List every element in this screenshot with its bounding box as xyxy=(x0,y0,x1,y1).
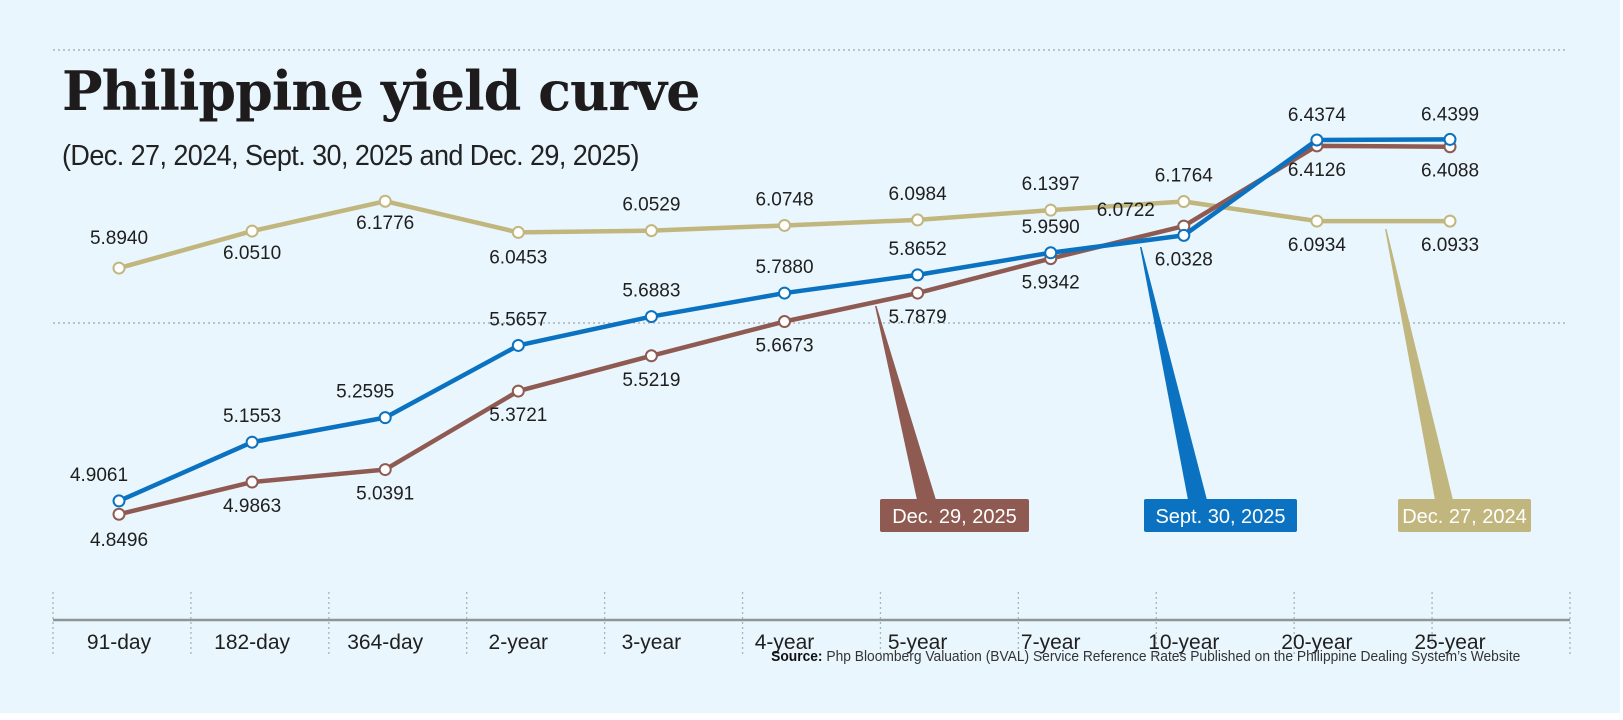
x-tick-label: 7-year xyxy=(1021,631,1081,654)
data-label: 6.4374 xyxy=(1288,105,1347,126)
data-label: 6.0453 xyxy=(489,247,547,268)
data-label: 6.4088 xyxy=(1421,161,1479,182)
data-point xyxy=(1443,214,1457,228)
series-dec-27-2024 xyxy=(112,194,1457,275)
data-point xyxy=(511,338,525,352)
chart-subtitle: (Dec. 27, 2024, Sept. 30, 2025 and Dec. … xyxy=(62,140,639,172)
data-label: 6.1397 xyxy=(1022,174,1080,195)
data-point xyxy=(112,494,126,508)
data-point xyxy=(245,435,259,449)
data-label: 6.0984 xyxy=(889,184,948,205)
data-label: 4.9061 xyxy=(70,465,128,486)
data-label: 4.9863 xyxy=(223,496,281,517)
data-label: 5.8940 xyxy=(90,228,148,249)
callout-label: Dec. 27, 2024 xyxy=(1402,506,1527,528)
legend-callout: Sept. 30, 2025 xyxy=(1140,247,1297,532)
source-note: Source: Php Bloomberg Valuation (BVAL) S… xyxy=(771,648,1520,665)
data-label: 6.1776 xyxy=(356,213,414,234)
data-label: 5.9342 xyxy=(1022,273,1080,294)
data-label: 6.4126 xyxy=(1288,160,1346,181)
data-point xyxy=(378,463,392,477)
series-sept-30-2025 xyxy=(112,132,1457,508)
data-label: 6.0510 xyxy=(223,243,281,264)
data-label: 5.7879 xyxy=(889,307,947,328)
data-label: 6.0529 xyxy=(622,195,680,216)
data-label: 6.0934 xyxy=(1288,235,1347,256)
x-tick-label: 10-year xyxy=(1148,631,1219,654)
data-label: 5.8652 xyxy=(889,239,947,260)
legend-callout: Dec. 29, 2025 xyxy=(875,306,1029,532)
data-point xyxy=(1443,132,1457,146)
data-point xyxy=(378,411,392,425)
data-point xyxy=(911,268,925,282)
data-labels: 5.8940 6.0510 6.1776 6.0453 6.0529 6.0748 6.09… xyxy=(70,104,1479,551)
data-point xyxy=(778,218,791,232)
data-point xyxy=(1044,246,1058,260)
data-label: 5.5657 xyxy=(489,309,547,330)
data-point xyxy=(1044,203,1058,217)
data-point xyxy=(778,286,791,300)
legend-callout: Dec. 27, 2024 xyxy=(1385,229,1531,532)
data-point xyxy=(644,310,658,324)
grid-layer xyxy=(53,49,1568,324)
data-point xyxy=(112,507,126,521)
x-tick-label: 2-year xyxy=(489,631,549,654)
data-point xyxy=(1177,195,1191,209)
x-tick-label: 20-year xyxy=(1281,631,1352,654)
data-label: 5.5219 xyxy=(622,370,680,391)
x-tick-label: 364-day xyxy=(347,631,423,654)
data-point xyxy=(245,224,259,238)
data-point xyxy=(511,384,525,398)
data-label: 5.9590 xyxy=(1022,217,1080,238)
data-point xyxy=(511,225,525,239)
data-point xyxy=(378,194,392,208)
data-point xyxy=(112,261,126,275)
x-tick-label: 91-day xyxy=(87,631,152,654)
data-label: 5.3721 xyxy=(489,405,547,426)
data-label: 6.0328 xyxy=(1155,249,1213,270)
source-label: Source: xyxy=(770,648,823,665)
x-tick-label: 5-year xyxy=(888,631,948,654)
callout-label: Sept. 30, 2025 xyxy=(1155,506,1285,528)
x-axis: 91-day 182-day 364-day 2-year 3-year 4-year 5-… xyxy=(52,592,1571,657)
data-label: 6.0748 xyxy=(755,189,813,210)
data-label: 6.0722 xyxy=(1097,200,1155,221)
callout-pointer xyxy=(1385,229,1453,500)
data-label: 6.1764 xyxy=(1155,166,1214,187)
data-point xyxy=(644,224,658,238)
legend-callouts: Dec. 29, 2025 Sept. 30, 2025 Dec. 27, 2024 xyxy=(875,229,1531,532)
data-label: 4.8496 xyxy=(90,530,148,551)
callout-box xyxy=(1144,499,1297,532)
callout-pointer xyxy=(1140,247,1207,500)
data-label: 5.6883 xyxy=(622,281,680,302)
data-label: 5.1553 xyxy=(223,406,281,427)
chart-title: Philippine yield curve xyxy=(62,59,700,123)
source-text: Php Bloomberg Valuation (BVAL) Service R… xyxy=(826,648,1520,665)
series-layer xyxy=(112,132,1457,521)
data-point xyxy=(644,349,658,363)
data-label: 5.7880 xyxy=(755,257,813,278)
data-label: 5.0391 xyxy=(356,484,414,505)
data-point xyxy=(911,286,925,300)
data-point xyxy=(778,315,791,329)
x-tick-label: 182-day xyxy=(214,631,290,654)
data-label: 5.6673 xyxy=(755,336,813,357)
data-point xyxy=(911,213,925,227)
callout-pointer xyxy=(875,306,936,500)
x-tick-label: 4-year xyxy=(755,631,815,654)
data-label: 6.0933 xyxy=(1421,235,1479,256)
data-label: 6.4399 xyxy=(1421,104,1479,125)
data-point xyxy=(1310,133,1324,147)
callout-box xyxy=(1398,499,1531,532)
data-point xyxy=(1177,228,1191,242)
data-point xyxy=(1310,214,1324,228)
data-point xyxy=(245,475,259,489)
x-tick-label: 3-year xyxy=(622,631,682,654)
x-tick-label: 25-year xyxy=(1414,631,1485,654)
callout-box xyxy=(880,499,1029,532)
callout-label: Dec. 29, 2025 xyxy=(892,506,1017,528)
data-label: 5.2595 xyxy=(336,382,394,403)
